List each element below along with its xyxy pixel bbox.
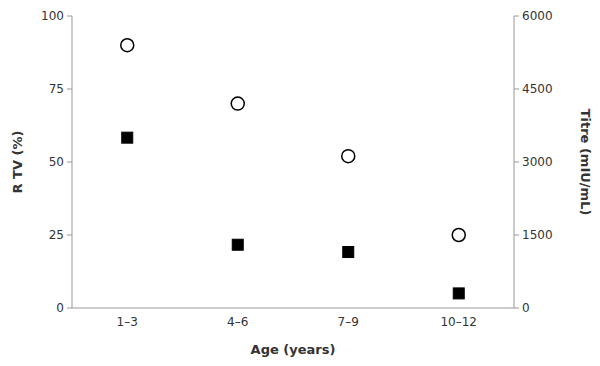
- square-point: [453, 288, 464, 299]
- chart-container: 0 25 50 75 100 0 1500 3000 4500 6000 1–3 4–6 7–9 10–1…: [0, 0, 600, 366]
- open-circle-point: [121, 39, 134, 52]
- y-tick: [67, 162, 72, 163]
- y-tick: [67, 308, 72, 309]
- open-circle-point: [342, 150, 355, 163]
- y2-tick: [514, 16, 519, 17]
- y2-axis-label: Titre (mIU/mL): [578, 109, 593, 216]
- y-tick: [67, 16, 72, 17]
- y2-tick-label: 6000: [522, 9, 553, 23]
- x-axis-label: Age (years): [251, 342, 336, 357]
- y2-tick: [514, 308, 519, 309]
- y-tick: [67, 89, 72, 90]
- open-circle-point: [452, 229, 465, 242]
- chart-svg: 0 25 50 75 100 0 1500 3000 4500 6000 1–3 4–6 7–9 10–1…: [0, 0, 600, 366]
- open-circle-point: [231, 97, 244, 110]
- y2-tick-label: 3000: [522, 155, 553, 169]
- square-point: [232, 239, 243, 250]
- y-tick-label: 100: [41, 9, 64, 23]
- square-point: [343, 247, 354, 258]
- y2-tick: [514, 89, 519, 90]
- y-tick: [67, 235, 72, 236]
- plot-area: [121, 39, 466, 299]
- x-tick-label: 10–12: [440, 315, 477, 329]
- y2-tick-label: 4500: [522, 82, 553, 96]
- x-axis-line: [72, 308, 514, 309]
- y2-tick: [514, 162, 519, 163]
- y2-tick-label: 1500: [522, 228, 553, 242]
- x-tick-label: 4–6: [227, 315, 248, 329]
- y-tick-label: 0: [56, 301, 64, 315]
- y2-tick-label: 0: [522, 301, 530, 315]
- y-tick-label: 50: [49, 155, 64, 169]
- y2-tick: [514, 235, 519, 236]
- x-tick-label: 7–9: [338, 315, 359, 329]
- x-tick-label: 1–3: [117, 315, 138, 329]
- y-axis-label: R TV (%): [10, 131, 25, 194]
- y-tick-label: 75: [49, 82, 64, 96]
- square-point: [122, 132, 133, 143]
- y-tick-label: 25: [49, 228, 64, 242]
